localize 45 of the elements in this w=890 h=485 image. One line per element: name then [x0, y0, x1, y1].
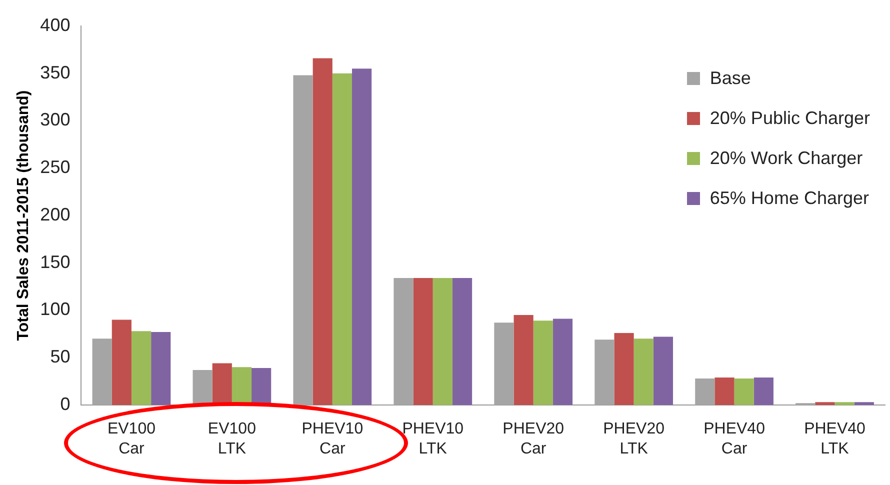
bar	[754, 378, 774, 405]
bar	[552, 318, 573, 405]
x-tick-label: PHEV10 Car	[302, 420, 364, 458]
x-tick-label: PHEV20 LTK	[603, 420, 665, 458]
y-tick-label: 250	[40, 157, 70, 178]
legend-label: Base	[710, 67, 751, 90]
x-tick-label: PHEV20 Car	[502, 420, 564, 458]
bar	[131, 331, 152, 405]
y-tick-label: 350	[40, 62, 70, 82]
bar	[634, 338, 654, 405]
bar	[734, 378, 754, 405]
bar	[112, 320, 132, 405]
y-tick-label: 400	[40, 14, 70, 35]
y-tick-label: 150	[40, 252, 70, 272]
bar	[834, 402, 854, 405]
y-axis-title: Total Sales 2011-2015 (thousand)	[15, 90, 32, 341]
y-tick-label: 50	[50, 346, 70, 367]
bar	[312, 58, 332, 405]
x-tick-label: PHEV10 LTK	[402, 420, 464, 458]
bar	[352, 68, 372, 405]
bar	[653, 336, 674, 405]
bar	[614, 332, 634, 405]
bar	[533, 320, 553, 405]
bar	[192, 370, 212, 405]
y-tick-label: 300	[40, 110, 70, 130]
bar	[452, 278, 472, 405]
bar	[332, 73, 352, 405]
y-tick-label: 100	[40, 299, 70, 320]
bar	[413, 278, 433, 405]
legend-label: 65% Home Charger	[710, 187, 869, 210]
bar	[432, 278, 452, 405]
bar	[854, 402, 874, 405]
x-tick-label: EV100 Car	[107, 420, 156, 458]
x-tick-label: PHEV40 LTK	[804, 420, 866, 458]
bar	[714, 378, 734, 405]
x-tick-label: EV100 LTK	[208, 420, 256, 458]
legend-label: 20% Public Charger	[710, 107, 870, 130]
y-tick-label: 0	[60, 394, 70, 414]
bar	[252, 368, 272, 405]
bar	[514, 314, 534, 405]
bar	[151, 332, 171, 405]
bar	[815, 402, 835, 405]
legend-label: 20% Work Charger	[710, 147, 863, 170]
y-tick-label: 200	[40, 204, 70, 224]
x-tick-label: PHEV40 Car	[704, 420, 766, 458]
